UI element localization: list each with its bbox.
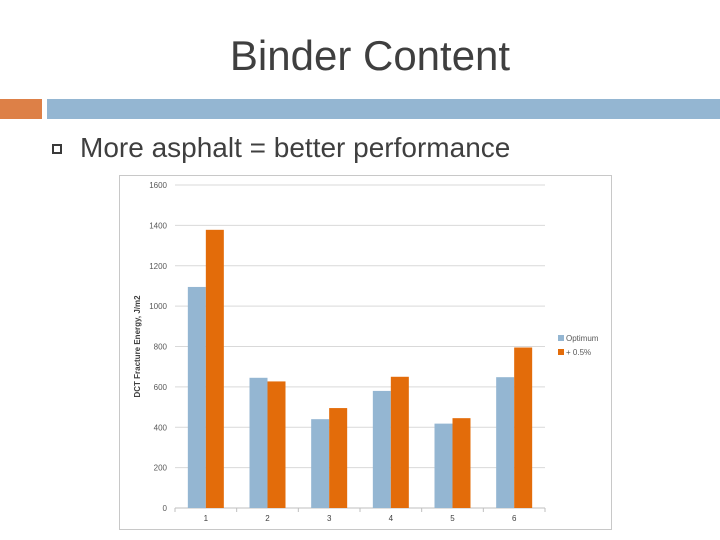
y-tick-label: 1600 <box>149 181 167 190</box>
y-tick-label: 800 <box>154 343 168 352</box>
bar-optimum-2 <box>249 377 268 508</box>
bar-plus-2 <box>267 381 286 508</box>
bar-optimum-4 <box>372 390 391 508</box>
bar-optimum-1 <box>187 286 206 508</box>
x-tick-label: 3 <box>327 514 332 523</box>
bar-plus-1 <box>205 229 224 508</box>
x-tick-label: 6 <box>512 514 517 523</box>
x-tick-label: 2 <box>265 514 270 523</box>
x-tick-label: 1 <box>204 514 209 523</box>
accent-bar-orange <box>0 99 42 119</box>
bar-optimum-5 <box>434 423 453 508</box>
y-tick-label: 400 <box>154 423 168 432</box>
y-tick-label: 1000 <box>149 302 167 311</box>
chart-frame: 0 200 400 600 800 1000 1200 1400 1600 DCT Fractur… <box>119 175 612 530</box>
legend-swatch <box>558 335 564 341</box>
bullet-square-icon <box>52 144 62 154</box>
bar-optimum-6 <box>496 377 515 508</box>
bullet-text: More asphalt = better performance <box>80 132 511 163</box>
legend-swatch <box>558 349 564 355</box>
y-tick-label: 200 <box>154 464 168 473</box>
legend-label: + 0.5% <box>566 348 591 357</box>
bar-plus-4 <box>390 376 409 508</box>
y-axis-label: DCT Fracture Energy, J/m2 <box>133 295 142 398</box>
y-tick-label: 600 <box>154 383 168 392</box>
bar-plus-3 <box>329 408 348 508</box>
slide-title: Binder Content <box>229 32 511 79</box>
x-tick-label: 4 <box>389 514 394 523</box>
y-tick-label: 1400 <box>149 221 167 230</box>
bar-plus-5 <box>452 418 471 508</box>
x-tick-label: 5 <box>450 514 455 523</box>
y-tick-label: 1200 <box>149 262 167 271</box>
y-tick-label: 0 <box>163 504 168 513</box>
bar-chart: 0 200 400 600 800 1000 1200 1400 1600 DCT Fractur… <box>133 181 599 523</box>
bar-plus-6 <box>514 347 533 508</box>
accent-bar-blue <box>47 99 720 119</box>
bar-optimum-3 <box>311 419 330 508</box>
legend-label: Optimum <box>566 334 599 343</box>
